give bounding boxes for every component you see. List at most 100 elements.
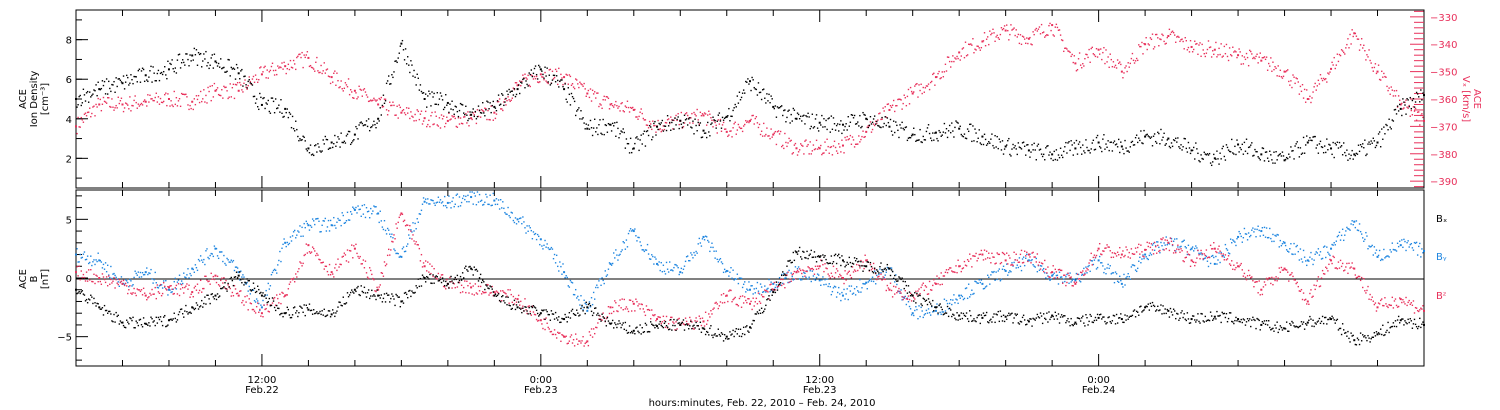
- data-point: [237, 89, 240, 92]
- data-point: [102, 263, 105, 266]
- data-point: [601, 319, 603, 321]
- data-point: [1195, 43, 1197, 45]
- data-point: [1328, 143, 1330, 146]
- data-point: [750, 118, 752, 121]
- data-point: [358, 85, 360, 88]
- data-point: [1369, 246, 1371, 248]
- data-point: [266, 103, 268, 105]
- data-point: [85, 271, 88, 273]
- data-point: [1032, 149, 1034, 151]
- data-point: [592, 328, 595, 330]
- data-point: [100, 109, 103, 112]
- data-point: [788, 281, 790, 284]
- data-point: [999, 33, 1002, 36]
- data-point: [545, 246, 547, 248]
- data-point: [999, 280, 1002, 282]
- data-point: [1027, 149, 1030, 152]
- data-point: [144, 100, 147, 103]
- data-point: [503, 101, 505, 103]
- data-point: [1207, 154, 1210, 156]
- data-point: [1045, 34, 1047, 37]
- data-point: [948, 267, 951, 269]
- data-point: [801, 120, 803, 122]
- data-point: [730, 289, 732, 292]
- data-point: [431, 265, 433, 267]
- data-point: [1120, 141, 1122, 143]
- data-point: [504, 98, 506, 100]
- data-point: [865, 259, 868, 262]
- data-point: [1103, 271, 1105, 274]
- data-point: [804, 275, 806, 277]
- data-point: [1348, 47, 1350, 49]
- data-point: [1000, 27, 1003, 29]
- data-point: [1014, 145, 1016, 147]
- data-point: [571, 342, 574, 344]
- data-point: [187, 58, 189, 61]
- data-point: [335, 263, 337, 266]
- data-point: [1359, 144, 1362, 146]
- data-point: [834, 129, 837, 131]
- data-point: [538, 319, 540, 322]
- data-point: [845, 279, 847, 281]
- data-point: [907, 137, 910, 139]
- data-point: [150, 65, 152, 68]
- data-point: [522, 78, 524, 81]
- data-point: [678, 273, 680, 276]
- data-point: [1047, 275, 1049, 277]
- data-point: [490, 105, 492, 107]
- data-point: [1353, 220, 1356, 223]
- data-point: [1280, 155, 1283, 157]
- data-point: [1011, 262, 1013, 264]
- data-point: [695, 250, 697, 253]
- data-point: [1262, 147, 1265, 150]
- data-point: [685, 256, 688, 258]
- data-point: [976, 45, 978, 47]
- data-point: [391, 104, 393, 107]
- data-point: [388, 248, 390, 251]
- bottom-panel-data: [75, 191, 1425, 347]
- data-point: [408, 64, 410, 66]
- data-point: [358, 208, 360, 211]
- data-point: [293, 281, 296, 283]
- data-point: [1060, 276, 1063, 278]
- data-point: [173, 70, 175, 73]
- data-point: [764, 135, 766, 137]
- data-point: [441, 201, 444, 203]
- data-point: [1156, 142, 1158, 144]
- data-point: [357, 96, 359, 98]
- data-point: [947, 268, 950, 271]
- data-point: [659, 128, 661, 130]
- data-point: [210, 99, 212, 102]
- data-point: [1339, 54, 1342, 57]
- data-point: [1199, 161, 1201, 163]
- data-point: [160, 294, 163, 297]
- data-point: [1344, 234, 1346, 236]
- data-point: [1164, 43, 1166, 45]
- data-point: [491, 285, 493, 288]
- data-point: [464, 198, 466, 201]
- data-point: [218, 94, 221, 97]
- data-point: [774, 289, 777, 291]
- data-point: [680, 111, 683, 114]
- data-point: [1389, 93, 1391, 95]
- data-point: [586, 92, 589, 95]
- data-point: [80, 270, 82, 272]
- data-point: [195, 95, 198, 97]
- data-point: [151, 288, 153, 291]
- data-point: [197, 94, 200, 97]
- data-point: [1240, 63, 1242, 65]
- data-point: [299, 225, 301, 227]
- data-point: [471, 191, 473, 193]
- data-point: [218, 66, 221, 68]
- data-point: [960, 294, 962, 297]
- data-point: [757, 290, 760, 292]
- data-point: [1022, 261, 1025, 264]
- data-point: [862, 111, 864, 114]
- data-point: [1075, 281, 1078, 283]
- data-point: [546, 322, 548, 324]
- data-point: [171, 288, 173, 290]
- data-point: [146, 267, 148, 269]
- data-point: [1124, 139, 1126, 142]
- data-point: [640, 244, 642, 247]
- data-point: [831, 154, 834, 156]
